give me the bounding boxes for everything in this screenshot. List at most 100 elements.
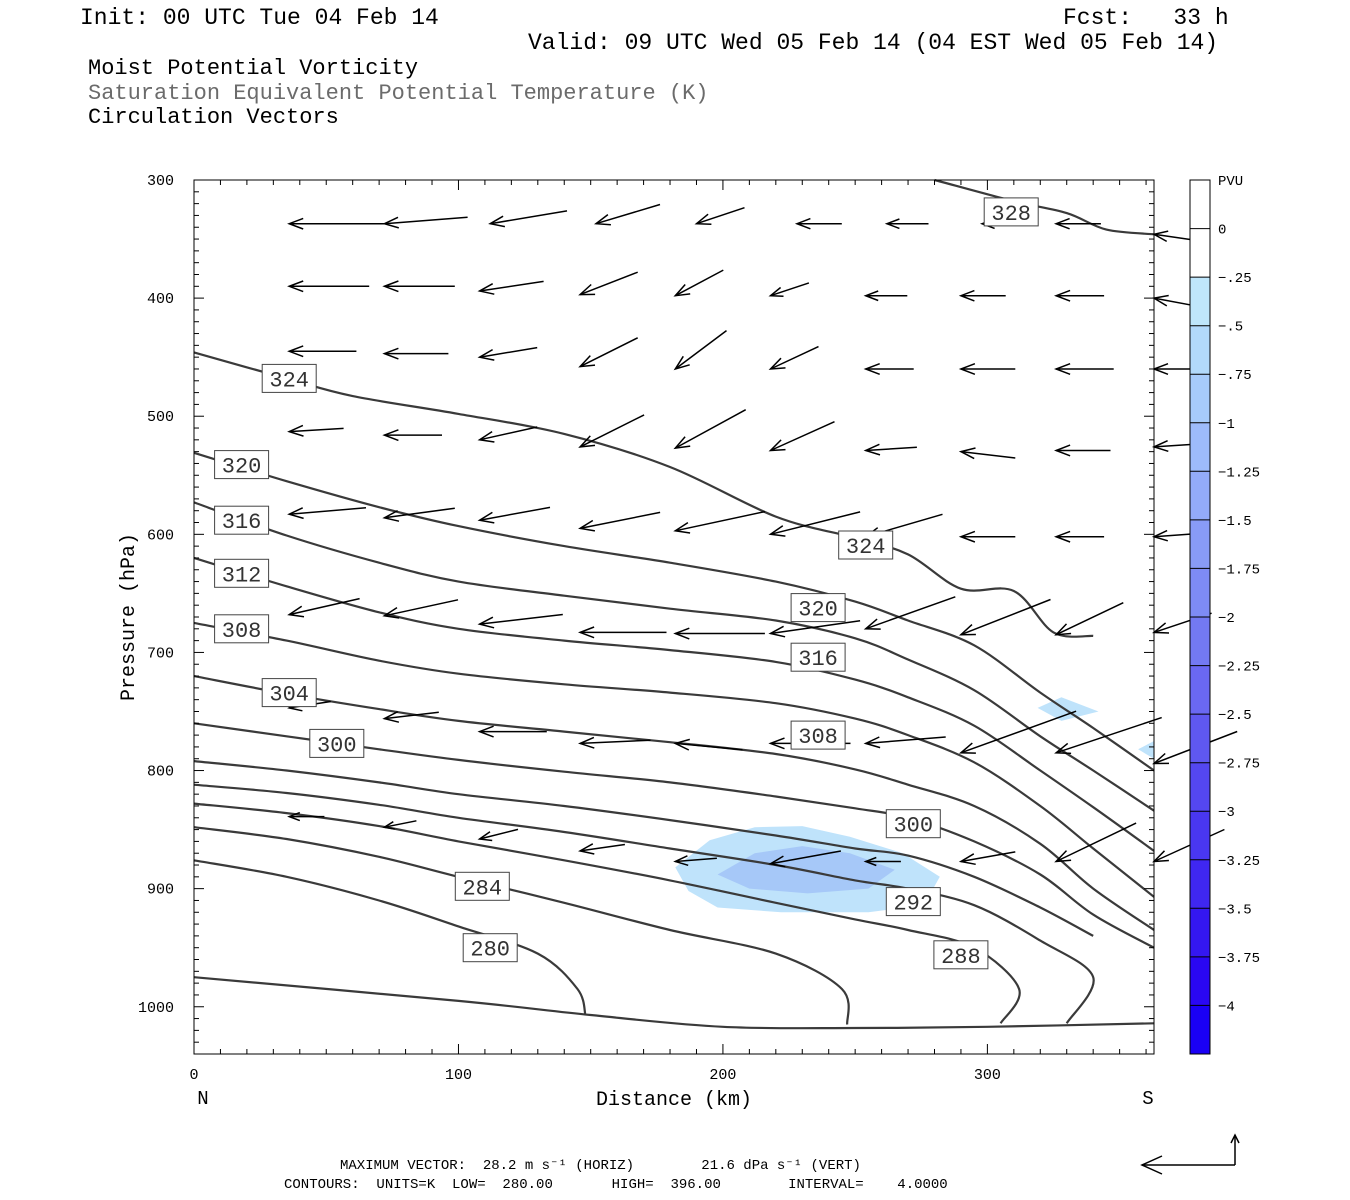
circulation-vector — [1053, 530, 1105, 543]
circulation-vector — [382, 599, 459, 619]
circulation-vector — [768, 619, 861, 638]
circulation-vector — [488, 210, 568, 228]
colorbar-swatch — [1190, 1005, 1210, 1055]
field-title-theta-es: Saturation Equivalent Potential Temperat… — [88, 81, 709, 106]
contour-316 — [193, 501, 1155, 812]
colorbar-label: −2 — [1218, 611, 1235, 627]
contour-292 — [193, 783, 1095, 1024]
circulation-vector — [958, 598, 1051, 636]
y-tick-label: 800 — [147, 764, 174, 781]
circulation-vector — [287, 280, 370, 293]
contour-324 — [193, 351, 1094, 638]
reference-vector — [1140, 1133, 1240, 1175]
contour-info-note: CONTOURS: UNITS=K LOW= 280.00 HIGH= 396.… — [284, 1177, 948, 1193]
circulation-vector — [1053, 362, 1114, 376]
colorbar-swatch — [1190, 956, 1210, 1006]
circulation-vector — [673, 855, 717, 867]
colorbar-label: −.25 — [1218, 271, 1252, 287]
circulation-vector — [287, 811, 325, 822]
circulation-vector — [578, 736, 651, 749]
contour-308 — [193, 621, 1155, 898]
circulation-vector — [958, 362, 1016, 376]
colorbar-label: −.75 — [1218, 368, 1252, 384]
circulation-vector — [382, 280, 455, 293]
x-axis-label: Distance (km) — [596, 1089, 752, 1112]
contour-label: 308 — [790, 720, 846, 750]
pv-colorbar: PVU 0 −.25 −.5 −.75 −1 −1.25 −1.5 −1.75 −2 −2.25 −2… — [1189, 174, 1260, 1055]
colorbar-label: −.5 — [1218, 320, 1243, 336]
colorbar-label: −1.5 — [1218, 514, 1252, 530]
colorbar-swatch — [1190, 908, 1210, 958]
circulation-vector — [794, 217, 842, 230]
circulation-vector — [1053, 444, 1111, 457]
contour-300 — [193, 722, 1155, 949]
circulation-vector — [477, 828, 519, 842]
contour-280 — [193, 859, 587, 1016]
x-tick-label: 300 — [974, 1067, 1001, 1084]
x-tick-label: 100 — [445, 1067, 472, 1084]
y-tick-label: 400 — [147, 291, 174, 308]
circulation-vector — [477, 725, 547, 738]
init-time: Init: 00 UTC Tue 04 Feb 14 — [80, 5, 439, 31]
colorbar-swatch — [1190, 811, 1210, 861]
circulation-vector — [694, 206, 745, 226]
circulation-vector — [884, 218, 929, 230]
circulation-vector — [382, 347, 449, 360]
circulation-vector — [1152, 828, 1225, 863]
colorbar-swatch — [1190, 568, 1210, 618]
circulation-vector — [958, 289, 1006, 302]
colorbar-label: −2.75 — [1218, 757, 1260, 773]
circulation-vector — [287, 507, 367, 520]
contour-304 — [193, 675, 1155, 931]
x-tick-label: 0 — [189, 1067, 198, 1084]
circulation-vector — [382, 711, 439, 723]
contour-label: 300 — [885, 809, 941, 839]
theta-es-contours — [193, 178, 1155, 1030]
contour-label: 312 — [214, 558, 270, 588]
colorbar-swatch — [1190, 519, 1210, 569]
circulation-vector — [863, 856, 901, 867]
circulation-vector — [673, 409, 747, 450]
contour-label: 288 — [933, 940, 989, 970]
contour-label: 308 — [214, 614, 270, 644]
circulation-vector — [1054, 822, 1137, 863]
contour-label-text: 316 — [222, 510, 262, 535]
contour-label-text: 292 — [893, 892, 933, 917]
axes: 300 400 500 600 700 800 900 1000 0 100 200 300 — [138, 173, 1154, 1084]
contour-label-text: 320 — [222, 455, 262, 480]
contour-label: 304 — [261, 678, 317, 708]
colorbar-swatch — [1190, 617, 1210, 667]
circulation-vector — [382, 507, 455, 522]
circulation-vector — [863, 362, 914, 376]
circulation-vector — [287, 217, 386, 230]
circulation-vector — [477, 506, 551, 524]
contour-label: 284 — [454, 871, 510, 901]
circulation-vector — [958, 447, 1016, 460]
colorbar-label: −1 — [1218, 417, 1235, 433]
circulation-vector — [768, 850, 842, 868]
colorbar-label: −4 — [1218, 999, 1235, 1015]
max-vector-note: MAXIMUM VECTOR: 28.2 m s⁻¹ (HORIZ) 21.6 … — [340, 1158, 861, 1174]
circulation-vector — [1053, 217, 1101, 230]
x-end-label-south: S — [1142, 1088, 1153, 1110]
contour-label-text: 300 — [317, 733, 357, 758]
colorbar-swatch — [1190, 762, 1210, 812]
contour-312 — [193, 556, 1155, 852]
contour-296 — [193, 760, 1094, 937]
colorbar-label: −3.5 — [1218, 902, 1252, 918]
contour-label: 316 — [214, 505, 270, 535]
colorbar-swatch — [1190, 325, 1210, 375]
y-tick-label: 700 — [147, 645, 174, 662]
contour-328 — [934, 178, 1155, 236]
contour-label-text: 324 — [846, 535, 886, 560]
contour-label-text: 284 — [462, 876, 502, 901]
circulation-vector — [673, 738, 743, 751]
colorbar-title: PVU — [1218, 174, 1243, 190]
circulation-vector — [382, 820, 417, 830]
circulation-vector — [477, 426, 538, 443]
contour-label-text: 328 — [991, 202, 1031, 227]
y-tick-label: 300 — [147, 173, 174, 190]
contour-label: 324 — [261, 363, 317, 393]
colorbar-label: −1.75 — [1218, 562, 1260, 578]
